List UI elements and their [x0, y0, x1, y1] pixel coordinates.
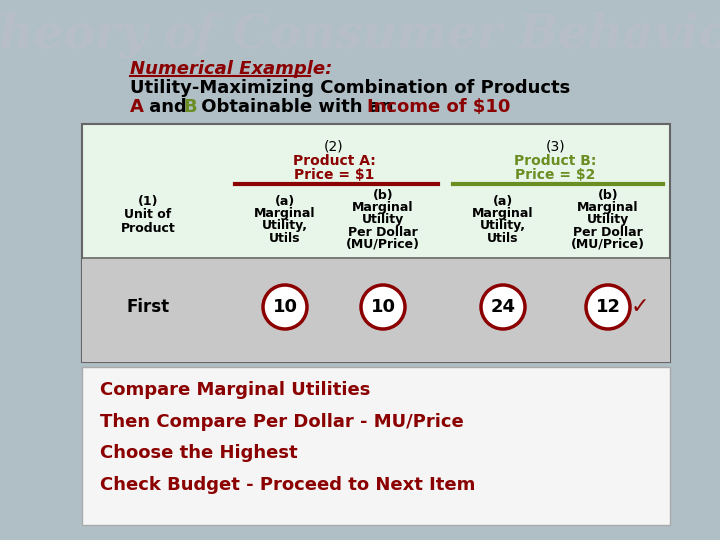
- Text: (2): (2): [324, 140, 344, 154]
- Text: Check Budget - Proceed to Next Item: Check Budget - Proceed to Next Item: [100, 476, 475, 494]
- Text: (a): (a): [493, 195, 513, 208]
- Text: (MU/Price): (MU/Price): [571, 238, 645, 251]
- Text: (b): (b): [373, 190, 393, 202]
- Text: ✓: ✓: [631, 297, 649, 317]
- Text: Utility,: Utility,: [262, 219, 308, 233]
- Text: Marginal: Marginal: [352, 201, 414, 214]
- Text: (1): (1): [138, 195, 158, 208]
- Circle shape: [263, 285, 307, 329]
- Text: Product A:: Product A:: [292, 154, 375, 168]
- Text: (MU/Price): (MU/Price): [346, 238, 420, 251]
- Text: Marginal: Marginal: [254, 207, 316, 220]
- Text: 12: 12: [595, 298, 621, 316]
- Text: Utils: Utils: [487, 232, 518, 245]
- Text: Product B:: Product B:: [514, 154, 597, 168]
- Text: Theory of Consumer Behavior: Theory of Consumer Behavior: [0, 12, 720, 58]
- Text: Marginal: Marginal: [472, 207, 534, 220]
- Text: Per Dollar: Per Dollar: [348, 226, 418, 239]
- Text: Numerical Example:: Numerical Example:: [130, 60, 333, 78]
- Text: (a): (a): [275, 195, 295, 208]
- Text: (b): (b): [598, 190, 618, 202]
- Circle shape: [586, 285, 630, 329]
- Text: Obtainable with an: Obtainable with an: [195, 98, 400, 116]
- Text: Utility: Utility: [362, 213, 404, 226]
- Text: 10: 10: [371, 298, 395, 316]
- Text: and: and: [143, 98, 193, 116]
- Text: First: First: [127, 298, 170, 316]
- Text: Unit of: Unit of: [125, 208, 171, 221]
- Text: Utility-Maximizing Combination of Products: Utility-Maximizing Combination of Produc…: [130, 79, 570, 97]
- Text: Choose the Highest: Choose the Highest: [100, 444, 297, 462]
- Text: 24: 24: [490, 298, 516, 316]
- Text: 10: 10: [272, 298, 297, 316]
- Text: Per Dollar: Per Dollar: [573, 226, 643, 239]
- FancyBboxPatch shape: [82, 259, 670, 362]
- Text: Income of $10: Income of $10: [367, 98, 510, 116]
- Circle shape: [361, 285, 405, 329]
- FancyBboxPatch shape: [82, 124, 670, 362]
- Text: Price = $2: Price = $2: [516, 168, 595, 182]
- Text: Utils: Utils: [269, 232, 301, 245]
- Text: Compare Marginal Utilities: Compare Marginal Utilities: [100, 381, 370, 399]
- Text: Product: Product: [121, 221, 176, 234]
- Text: Marginal: Marginal: [577, 201, 639, 214]
- Circle shape: [481, 285, 525, 329]
- Text: Then Compare Per Dollar - MU/Price: Then Compare Per Dollar - MU/Price: [100, 413, 464, 431]
- Text: A: A: [130, 98, 144, 116]
- Text: Utility,: Utility,: [480, 219, 526, 233]
- FancyBboxPatch shape: [82, 367, 670, 525]
- Text: (3): (3): [546, 140, 565, 154]
- Text: B: B: [183, 98, 197, 116]
- Text: Utility: Utility: [587, 213, 629, 226]
- Text: Price = $1: Price = $1: [294, 168, 374, 182]
